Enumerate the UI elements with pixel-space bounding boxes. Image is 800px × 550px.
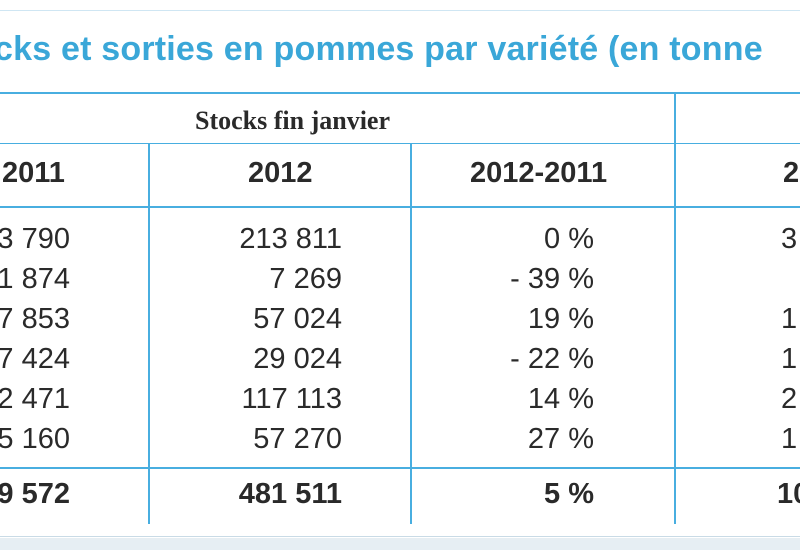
col-divider-3 bbox=[674, 92, 676, 524]
total-next: 10 bbox=[777, 478, 800, 510]
cell-diff: - 22 % bbox=[510, 343, 594, 375]
col-header-diff: 2012-2011 bbox=[470, 157, 608, 189]
group-header-rule bbox=[0, 143, 800, 144]
cell-2012: 57 024 bbox=[253, 303, 342, 335]
cell-diff: - 39 % bbox=[510, 263, 594, 295]
cell-2011: 7 853 bbox=[0, 303, 70, 335]
cell-next: 1 bbox=[781, 343, 798, 375]
group-header-stocks: Stocks fin janvier bbox=[195, 106, 390, 135]
col-header-next: 2 bbox=[783, 157, 800, 189]
cell-next: 2 bbox=[781, 383, 798, 415]
cell-2011: 5 160 bbox=[0, 423, 70, 455]
frame-top-border bbox=[0, 10, 800, 11]
bottom-border bbox=[0, 536, 800, 537]
col-divider-1 bbox=[148, 144, 150, 524]
cell-diff: 19 % bbox=[527, 303, 594, 335]
bottom-band bbox=[0, 538, 800, 550]
cell-next: 1 bbox=[781, 303, 798, 335]
cell-2011: 3 790 bbox=[0, 223, 70, 255]
total-diff: 5 % bbox=[544, 478, 594, 510]
cell-2012: 29 024 bbox=[253, 343, 342, 375]
cell-diff: 27 % bbox=[527, 423, 594, 455]
cell-2012: 117 113 bbox=[241, 383, 342, 415]
cell-next: 1 bbox=[781, 423, 798, 455]
table-title: cks et sorties en pommes par variété (en… bbox=[0, 30, 763, 68]
cell-2011: 7 424 bbox=[0, 343, 70, 375]
header-top-rule bbox=[0, 92, 800, 94]
total-rule bbox=[0, 467, 800, 469]
cell-2012: 57 270 bbox=[253, 423, 342, 455]
cell-2012: 7 269 bbox=[269, 263, 342, 295]
column-header-rule bbox=[0, 206, 800, 208]
total-2011: 9 572 bbox=[0, 478, 70, 510]
cell-next: 3 bbox=[781, 223, 798, 255]
cell-diff: 0 % bbox=[544, 223, 594, 255]
cell-2011: 1 874 bbox=[0, 263, 70, 295]
col-header-2012: 2012 bbox=[248, 157, 313, 189]
cell-diff: 14 % bbox=[527, 383, 594, 415]
total-2012: 481 511 bbox=[238, 478, 342, 510]
col-divider-2 bbox=[410, 144, 412, 524]
cell-2011: 2 471 bbox=[0, 383, 70, 415]
cell-2012: 213 811 bbox=[239, 223, 342, 255]
col-header-2011: 2011 bbox=[2, 157, 65, 189]
